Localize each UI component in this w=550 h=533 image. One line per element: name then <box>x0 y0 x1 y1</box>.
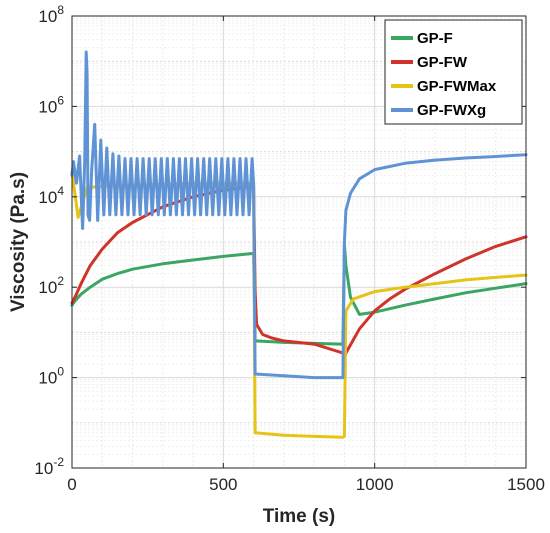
y-tick-label: 100 <box>38 365 64 388</box>
axis-ticks: 0 500 1000 1500 10-2 100 102 104 106 108 <box>34 3 545 494</box>
y-tick-label: 10-2 <box>34 455 64 478</box>
y-tick-label: 108 <box>38 3 64 26</box>
legend-label: GP-F <box>417 30 453 47</box>
legend-label: GP-FWXg <box>417 102 486 119</box>
legend: GP-F GP-FW GP-FWMax GP-FWXg <box>384 19 523 125</box>
series-lines <box>70 50 528 439</box>
y-tick-label: 104 <box>38 184 64 207</box>
y-tick-label: 106 <box>38 93 64 116</box>
y-axis-label: Viscosity (Pa.s) <box>8 172 29 312</box>
series-line-gp-fw <box>70 184 528 362</box>
x-axis-label: Time (s) <box>263 506 336 527</box>
legend-label: GP-FWMax <box>417 78 497 95</box>
series-line-gp-fwxg <box>70 50 528 380</box>
y-tick-label: 102 <box>38 274 64 297</box>
x-tick-label: 500 <box>209 475 237 494</box>
x-tick-label: 1500 <box>507 475 545 494</box>
legend-label: GP-FW <box>417 54 468 71</box>
x-tick-label: 1000 <box>356 475 394 494</box>
x-tick-label: 0 <box>67 475 76 494</box>
plot-area-frame <box>71 15 527 469</box>
